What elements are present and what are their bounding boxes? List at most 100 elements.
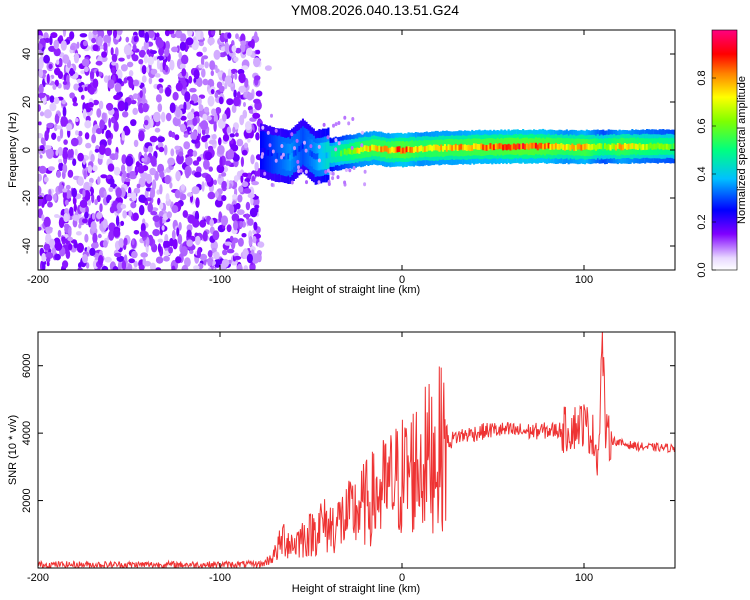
snr-panel: -200 -100 0 100 2000 4000 6000 Height of strai… [7, 331, 676, 595]
noise-cell [185, 156, 193, 166]
noise-cell [201, 68, 206, 78]
noise-cell [239, 43, 246, 53]
noise-cell [101, 51, 108, 58]
noise-cell [115, 187, 122, 198]
noise-cell [317, 180, 321, 185]
noise-cell [91, 212, 96, 220]
noise-cell [75, 130, 79, 136]
ridge-core-cell [454, 143, 457, 150]
ridge-core-cell [402, 147, 405, 154]
noise-cell [92, 165, 98, 172]
noise-cell [122, 210, 127, 219]
ridge-core-cell [533, 142, 536, 149]
noise-cell [85, 262, 90, 269]
noise-cell [246, 253, 253, 264]
noise-cell [280, 155, 284, 160]
noise-cell [227, 68, 232, 78]
noise-cell [58, 57, 63, 68]
y-tick-label: 4000 [21, 421, 33, 445]
noise-cell [214, 92, 219, 99]
noise-cell [213, 121, 217, 132]
x-tick-label: -200 [27, 572, 49, 584]
noise-cell [231, 45, 237, 53]
noise-cell [53, 123, 58, 132]
noise-cell [101, 265, 109, 270]
noise-cell [113, 120, 119, 132]
noise-cell [143, 40, 149, 51]
noise-cell [219, 156, 223, 168]
noise-cell [149, 167, 157, 176]
ridge-core-cell [540, 142, 543, 149]
ridge-core-cell [403, 147, 406, 154]
noise-cell [76, 41, 80, 49]
x-tick-label: 100 [575, 274, 593, 286]
ridge-core-cell [474, 143, 477, 150]
noise-cell [334, 122, 338, 127]
colorbar-ticks: 0.0 0.2 0.4 0.6 0.8 [696, 70, 716, 278]
noise-cell [297, 169, 301, 174]
noise-cell [207, 37, 215, 46]
noise-cell [296, 159, 300, 164]
noise-cell [270, 113, 273, 118]
noise-cell [164, 174, 171, 185]
noise-cell [196, 51, 203, 57]
noise-cell [148, 77, 153, 85]
noise-cell [125, 36, 130, 43]
ridge-core-cell [265, 149, 268, 156]
ridge-core-cell [505, 144, 508, 151]
noise-cell [104, 147, 112, 157]
noise-cell [62, 151, 69, 160]
noise-cell [140, 252, 148, 258]
ridge-core-cell [560, 143, 563, 149]
noise-cell [195, 235, 201, 246]
ridge-core-cell [289, 154, 292, 161]
noise-cell [83, 66, 89, 73]
noise-cell [209, 218, 214, 227]
noise-cell [111, 61, 117, 66]
ridge-core-cell [547, 142, 550, 149]
colorbar-tick-label: 0.4 [696, 166, 708, 181]
noise-cell [76, 242, 85, 253]
noise-cell [221, 172, 227, 177]
ridge-core-cell [578, 143, 581, 150]
noise-cell [103, 42, 108, 52]
ridge-core-cell [480, 143, 483, 150]
noise-cell [54, 214, 60, 218]
noise-cell [245, 213, 250, 220]
noise-cell [149, 262, 156, 270]
spectrogram-xlabel: Height of straight line (km) [292, 284, 420, 296]
noise-cell [94, 148, 100, 153]
ridge-core-cell [405, 146, 408, 153]
ridge-core-cell [287, 153, 290, 160]
noise-cell [73, 203, 78, 212]
noise-cell [73, 52, 80, 64]
noise-cell [59, 128, 64, 139]
ridge-core-cell [458, 144, 461, 151]
noise-cell [72, 158, 77, 166]
ridge-core-cell [545, 142, 548, 149]
noise-cell [117, 100, 126, 112]
noise-cell [199, 253, 208, 261]
noise-cell [243, 188, 252, 194]
ridge-core-cell [351, 149, 354, 155]
noise-cell [124, 178, 131, 182]
chart-title: YM08.2026.040.13.51.G24 [290, 2, 460, 18]
noise-cell [174, 189, 181, 199]
noise-cell [243, 142, 249, 149]
ridge-core-cell [582, 144, 585, 150]
ridge-core-cell [445, 145, 448, 152]
noise-cell [111, 53, 118, 63]
noise-cell [96, 108, 102, 118]
noise-cell [105, 129, 112, 140]
noise-cell [44, 130, 49, 142]
noise-cell [120, 204, 127, 209]
noise-cell [144, 200, 149, 206]
noise-cell [53, 97, 60, 105]
noise-cell [45, 194, 53, 202]
noise-cell [293, 146, 296, 151]
noise-cell [251, 181, 259, 186]
noise-cell [53, 39, 60, 50]
noise-cell [231, 104, 237, 114]
noise-cell [155, 94, 162, 103]
noise-cell [255, 132, 260, 141]
